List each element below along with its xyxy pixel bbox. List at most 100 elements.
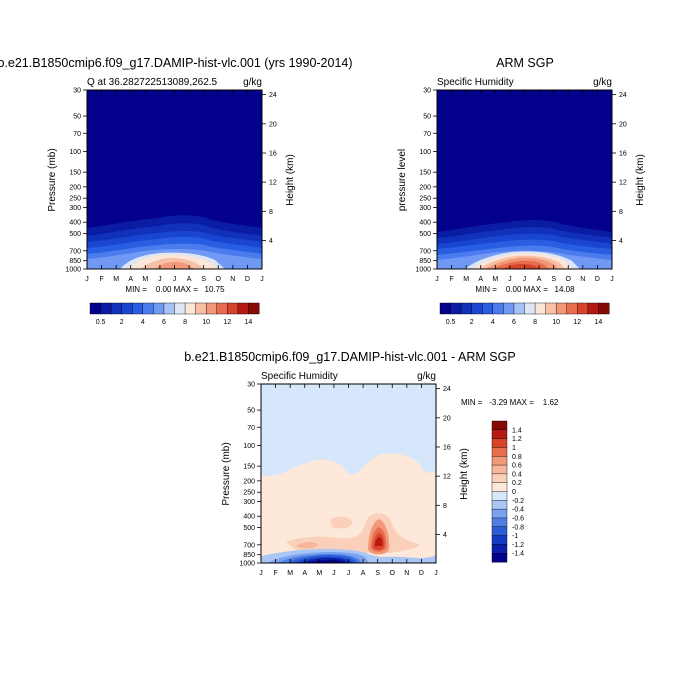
y-axis-left: 30 50 70 100 150 200 250 300 400 500 700 850 1000 xyxy=(65,88,87,274)
colorbar-swatch xyxy=(491,535,508,545)
colorbar-swatch xyxy=(482,302,494,315)
colorbar-label: 1.2 xyxy=(512,436,522,443)
y-axis-label: Pressure (mb) xyxy=(221,442,232,505)
y-right-tick-label: 12 xyxy=(269,180,277,187)
colorbar-swatch xyxy=(491,526,508,537)
colorbar-label: -1.4 xyxy=(512,551,524,558)
colorbar-label: 12 xyxy=(573,319,581,326)
y-right-tick-label: 16 xyxy=(619,150,627,157)
x-tick-label: J xyxy=(435,276,439,283)
colorbar-label: 14 xyxy=(245,319,253,326)
colorbar-swatch xyxy=(555,302,568,315)
panel-model: b.e21.B1850cmip6.f09_g17.DAMIP-hist-vlc.… xyxy=(0,56,353,326)
colorbar-swatch xyxy=(227,302,239,315)
y-tick-label: 150 xyxy=(243,464,255,471)
colorbar-swatch xyxy=(132,302,144,315)
colorbar-swatch xyxy=(491,456,508,466)
x-tick-label: J xyxy=(158,276,162,283)
y-tick-label: 150 xyxy=(419,170,431,177)
x-tick-label: J xyxy=(260,276,264,283)
colorbar-swatch xyxy=(491,491,508,501)
y-axis-left: 30 50 70 100 150 200 250 300 400 500 700 850 1000 xyxy=(239,382,261,568)
x-tick-label: J xyxy=(85,276,89,283)
y-tick-label: 500 xyxy=(419,231,431,238)
colorbar-swatch xyxy=(491,544,508,554)
colorbar-swatch xyxy=(89,302,102,315)
x-tick-label: S xyxy=(375,570,380,577)
colorbar: 1.4 1.2 1 0.8 0.60.4 0.2 0 -0.2 -0.4-0.6 -0.8 -1 -1… xyxy=(491,420,524,563)
colorbar-swatch xyxy=(577,302,589,315)
y-axis-label-right: Height (km) xyxy=(459,448,470,500)
x-tick-label: O xyxy=(566,276,572,283)
x-tick-label: M xyxy=(142,276,148,283)
colorbar-swatch xyxy=(491,482,508,493)
colorbar-label: 6 xyxy=(162,319,166,326)
colorbar-swatch xyxy=(491,420,508,431)
x-tick-label: J xyxy=(173,276,177,283)
colorbar-label: 2 xyxy=(120,319,124,326)
y-tick-label: 850 xyxy=(419,258,431,265)
y-tick-label: 700 xyxy=(69,248,81,255)
y-right-tick-label: 4 xyxy=(269,238,273,245)
y-tick-label: 50 xyxy=(73,114,81,121)
x-tick-label: D xyxy=(595,276,600,283)
contour-field xyxy=(87,90,262,269)
x-tick-label: J xyxy=(508,276,512,283)
x-tick-label: M xyxy=(287,570,293,577)
x-tick-label: N xyxy=(404,570,409,577)
x-tick-label: A xyxy=(361,570,366,577)
y-tick-label: 30 xyxy=(423,88,431,95)
colorbar-swatch xyxy=(142,302,154,315)
y-tick-label: 200 xyxy=(69,184,81,191)
colorbar-swatch xyxy=(237,302,249,315)
colorbar-swatch xyxy=(491,438,508,448)
contour-level xyxy=(330,516,352,529)
y-axis-label-right: Height (km) xyxy=(635,154,646,206)
colorbar-swatch xyxy=(503,302,515,315)
colorbar-swatch xyxy=(492,302,504,315)
colorbar-swatch xyxy=(216,302,228,315)
x-tick-label: J xyxy=(332,570,336,577)
colorbar-label: 4 xyxy=(491,319,495,326)
colorbar-label: -0.4 xyxy=(512,507,524,514)
colorbar-swatch xyxy=(174,302,186,315)
colorbar-label: 2 xyxy=(470,319,474,326)
x-tick-label: A xyxy=(537,276,542,283)
x-tick-label: O xyxy=(390,570,396,577)
x-tick-label: J xyxy=(610,276,614,283)
y-tick-label: 250 xyxy=(243,490,255,497)
colorbar-label: 8 xyxy=(533,319,537,326)
x-tick-label: J xyxy=(523,276,527,283)
y-axis-right: 24 20 16 12 8 4 xyxy=(612,92,627,245)
colorbar-swatch xyxy=(598,302,610,315)
colorbar-swatch xyxy=(491,473,508,484)
x-tick-label: D xyxy=(245,276,250,283)
x-tick-label: M xyxy=(463,276,469,283)
y-right-tick-label: 20 xyxy=(443,415,451,422)
colorbar-swatch xyxy=(534,302,547,315)
colorbar-label: -0.2 xyxy=(512,498,524,505)
colorbar-label: 0.4 xyxy=(512,471,522,478)
colorbar-swatch xyxy=(100,302,112,315)
colorbar-label: -1.2 xyxy=(512,542,524,549)
panel-subtitle-right: g/kg xyxy=(417,371,436,382)
x-tick-label: A xyxy=(302,570,307,577)
contour-field xyxy=(261,384,436,563)
colorbar: 0.5 2 4 6 8 10 12 14 xyxy=(439,302,610,326)
x-tick-label: A xyxy=(128,276,133,283)
colorbar-label: 0.5 xyxy=(446,319,456,326)
colorbar-label: 14 xyxy=(595,319,603,326)
contour-level xyxy=(261,384,436,476)
x-tick-label: M xyxy=(113,276,119,283)
colorbar-swatch xyxy=(153,302,165,315)
y-axis-right: 24 20 16 12 8 4 xyxy=(262,92,277,245)
colorbar-swatch xyxy=(121,302,133,315)
panel-subtitle-left: Specific Humidity xyxy=(261,371,338,382)
colorbar-swatch xyxy=(460,302,473,315)
y-right-tick-label: 4 xyxy=(443,532,447,539)
colorbar-swatch xyxy=(439,302,452,315)
colorbar-swatch xyxy=(524,302,536,315)
y-tick-label: 50 xyxy=(423,114,431,121)
y-tick-label: 70 xyxy=(247,425,255,432)
